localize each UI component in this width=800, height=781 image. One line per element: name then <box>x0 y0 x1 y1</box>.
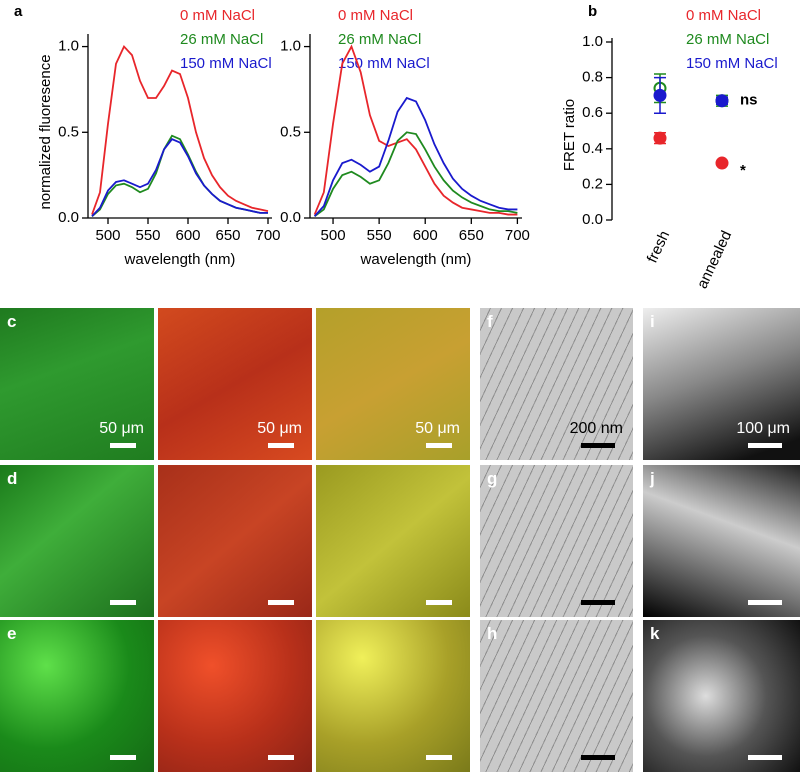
y-axis-label: FRET ratio <box>561 99 578 171</box>
panel-label: i <box>650 312 655 331</box>
y-tick-label: 0.0 <box>280 209 301 226</box>
y-tick-label: 0.5 <box>58 123 79 140</box>
x-tick-label: 550 <box>135 227 160 244</box>
image-panel: d <box>0 465 154 617</box>
annotation: * <box>740 162 746 179</box>
x-tick-label: 500 <box>321 227 346 244</box>
x-axis-label: wavelength (nm) <box>124 251 236 268</box>
y-tick-label: 0.0 <box>58 209 79 226</box>
legend-entry: 150 mM NaCl <box>180 55 272 72</box>
x-tick-label: 600 <box>413 227 438 244</box>
panel-label: e <box>7 624 17 643</box>
y-tick-label: 0.8 <box>582 69 603 86</box>
scale-label: 50 μm <box>415 420 460 437</box>
legend-entry: 0 mM NaCl <box>338 7 413 24</box>
x-tick-label: 650 <box>215 227 240 244</box>
panel-label: j <box>650 469 655 488</box>
y-tick-label: 0.0 <box>582 211 603 228</box>
image-panel: f 200 nm <box>480 308 633 460</box>
y-tick-label: 1.0 <box>280 38 301 55</box>
scale-label: 50 μm <box>257 420 302 437</box>
y-tick-label: 0.2 <box>582 175 603 192</box>
scale-bar <box>426 443 452 448</box>
scale-label: 200 nm <box>569 420 623 437</box>
series-line <box>91 138 268 217</box>
y-tick-label: 1.0 <box>582 33 603 50</box>
x-tick-label: 700 <box>255 227 280 244</box>
image-panel <box>316 620 470 772</box>
x-tick-label: 700 <box>505 227 530 244</box>
panel-label: k <box>650 624 660 643</box>
series-line <box>91 44 269 215</box>
series-line <box>313 44 518 216</box>
image-panel: c 50 μm <box>0 308 154 460</box>
image-panel: 50 μm <box>158 308 312 460</box>
series-line <box>313 96 518 217</box>
y-tick-label: 0.4 <box>582 140 603 157</box>
x-axis-label: wavelength (nm) <box>360 251 472 268</box>
scale-bar <box>268 755 294 760</box>
y-axis-label: normalized fluoresence <box>37 54 54 209</box>
image-panel: 50 μm <box>316 308 470 460</box>
legend-entry: 26 mM NaCl <box>686 31 769 48</box>
x-tick-label: 550 <box>367 227 392 244</box>
scale-bar <box>426 755 452 760</box>
data-point <box>715 94 729 108</box>
x-tick-label: fresh <box>644 228 674 265</box>
scale-bar <box>110 600 136 605</box>
scale-bar <box>581 755 615 760</box>
legend-entry: 26 mM NaCl <box>338 31 421 48</box>
y-tick-label: 0.6 <box>582 104 603 121</box>
image-panel: h <box>480 620 633 772</box>
image-panel: i 100 μm <box>643 308 800 460</box>
image-panel <box>158 620 312 772</box>
image-panel <box>158 465 312 617</box>
panel-label: g <box>487 469 498 488</box>
image-panel <box>316 465 470 617</box>
data-point <box>653 88 667 102</box>
x-tick-label: annealed <box>694 228 735 291</box>
legend-entry: 150 mM NaCl <box>686 55 778 72</box>
y-tick-label: 0.5 <box>280 123 301 140</box>
image-panel: g <box>480 465 633 617</box>
series-line <box>314 131 518 218</box>
legend-entry: 150 mM NaCl <box>338 55 430 72</box>
panel-label: d <box>7 469 18 488</box>
data-point <box>653 131 667 145</box>
panel-label: c <box>7 312 17 331</box>
scale-bar <box>268 443 294 448</box>
data-point <box>715 156 729 170</box>
image-panel: j <box>643 465 800 617</box>
panel-label: f <box>487 312 493 331</box>
annotation: ns <box>740 92 758 109</box>
legend-entry: 26 mM NaCl <box>180 31 263 48</box>
x-tick-label: 650 <box>459 227 484 244</box>
scale-bar <box>581 443 615 448</box>
scale-bar <box>426 600 452 605</box>
image-panel: e <box>0 620 154 772</box>
scale-bar <box>110 443 136 448</box>
image-panel: k <box>643 620 800 772</box>
y-tick-label: 1.0 <box>58 38 79 55</box>
scale-label: 50 μm <box>99 420 144 437</box>
scale-bar <box>748 443 782 448</box>
legend-entry: 0 mM NaCl <box>686 7 761 24</box>
panel-label: h <box>487 624 498 643</box>
legend-entry: 0 mM NaCl <box>180 7 255 24</box>
panel-label: b <box>588 3 597 20</box>
scale-bar <box>748 755 782 760</box>
scale-bar <box>748 600 782 605</box>
scale-bar <box>581 600 615 605</box>
scale-label: 100 μm <box>736 420 790 437</box>
x-tick-label: 600 <box>175 227 200 244</box>
panel-label: a <box>14 3 23 20</box>
scale-bar <box>110 755 136 760</box>
scale-bar <box>268 600 294 605</box>
x-tick-label: 500 <box>95 227 120 244</box>
